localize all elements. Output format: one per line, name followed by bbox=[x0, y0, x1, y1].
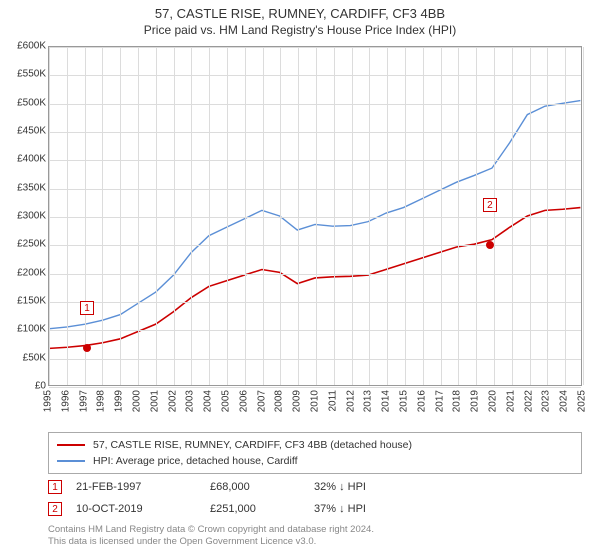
legend-label-1: 57, CASTLE RISE, RUMNEY, CARDIFF, CF3 4B… bbox=[93, 439, 412, 451]
x-tick-label: 2017 bbox=[434, 390, 445, 412]
dp2-date: 10-OCT-2019 bbox=[76, 503, 196, 515]
x-tick-label: 2024 bbox=[559, 390, 570, 412]
x-tick-label: 2018 bbox=[452, 390, 463, 412]
dp2-price: £251,000 bbox=[210, 503, 300, 515]
y-tick-label: £0 bbox=[2, 381, 46, 392]
chart-title-line2: Price paid vs. HM Land Registry's House … bbox=[0, 23, 600, 37]
legend-label-2: HPI: Average price, detached house, Card… bbox=[93, 455, 298, 467]
x-tick-label: 2003 bbox=[185, 390, 196, 412]
x-tick-label: 1997 bbox=[78, 390, 89, 412]
x-tick-label: 2009 bbox=[292, 390, 303, 412]
x-tick-label: 2010 bbox=[310, 390, 321, 412]
chart-legend: 57, CASTLE RISE, RUMNEY, CARDIFF, CF3 4B… bbox=[48, 432, 582, 474]
legend-swatch-1 bbox=[57, 444, 85, 446]
x-tick-label: 2011 bbox=[327, 390, 338, 412]
data-point-rows: 1 21-FEB-1997 £68,000 32% ↓ HPI 2 10-OCT… bbox=[48, 476, 582, 520]
y-tick-label: £200K bbox=[2, 267, 46, 278]
x-tick-label: 2001 bbox=[149, 390, 160, 412]
x-tick-label: 2019 bbox=[470, 390, 481, 412]
marker-badge-2: 2 bbox=[48, 502, 62, 516]
chart-svg bbox=[49, 47, 581, 385]
x-tick-label: 1995 bbox=[43, 390, 54, 412]
x-tick-label: 2014 bbox=[381, 390, 392, 412]
x-tick-label: 2023 bbox=[541, 390, 552, 412]
marker-badge-1: 1 bbox=[48, 480, 62, 494]
x-tick-label: 2020 bbox=[488, 390, 499, 412]
series-line-hpi bbox=[50, 101, 581, 329]
x-tick-label: 2007 bbox=[256, 390, 267, 412]
series-line-price_paid bbox=[50, 208, 581, 349]
attribution-text: Contains HM Land Registry data © Crown c… bbox=[48, 524, 582, 549]
y-tick-label: £250K bbox=[2, 239, 46, 250]
x-tick-label: 2022 bbox=[523, 390, 534, 412]
attribution-line1: Contains HM Land Registry data © Crown c… bbox=[48, 524, 582, 536]
x-tick-label: 2002 bbox=[167, 390, 178, 412]
chart-title-line1: 57, CASTLE RISE, RUMNEY, CARDIFF, CF3 4B… bbox=[0, 6, 600, 21]
y-tick-label: £550K bbox=[2, 69, 46, 80]
x-tick-label: 2004 bbox=[203, 390, 214, 412]
y-tick-label: £150K bbox=[2, 296, 46, 307]
attribution-line2: This data is licensed under the Open Gov… bbox=[48, 536, 582, 548]
x-tick-label: 1999 bbox=[114, 390, 125, 412]
y-tick-label: £500K bbox=[2, 97, 46, 108]
dp1-pct: 32% ↓ HPI bbox=[314, 481, 374, 493]
marker-box-1: 1 bbox=[80, 301, 94, 315]
y-tick-label: £100K bbox=[2, 324, 46, 335]
data-point-row-2: 2 10-OCT-2019 £251,000 37% ↓ HPI bbox=[48, 498, 582, 520]
x-tick-label: 1998 bbox=[96, 390, 107, 412]
y-tick-label: £350K bbox=[2, 182, 46, 193]
dp1-price: £68,000 bbox=[210, 481, 300, 493]
x-tick-label: 2005 bbox=[221, 390, 232, 412]
x-tick-label: 2000 bbox=[132, 390, 143, 412]
x-tick-label: 2016 bbox=[416, 390, 427, 412]
x-tick-label: 2006 bbox=[238, 390, 249, 412]
legend-item-hpi: HPI: Average price, detached house, Card… bbox=[57, 453, 573, 469]
x-tick-label: 2013 bbox=[363, 390, 374, 412]
chart-plot-area: 12 bbox=[48, 46, 582, 386]
x-tick-label: 2021 bbox=[505, 390, 516, 412]
marker-dot-2 bbox=[486, 241, 494, 249]
dp1-date: 21-FEB-1997 bbox=[76, 481, 196, 493]
legend-item-price-paid: 57, CASTLE RISE, RUMNEY, CARDIFF, CF3 4B… bbox=[57, 437, 573, 453]
x-tick-label: 2008 bbox=[274, 390, 285, 412]
x-tick-label: 2015 bbox=[399, 390, 410, 412]
marker-box-2: 2 bbox=[483, 198, 497, 212]
x-tick-label: 1996 bbox=[60, 390, 71, 412]
y-tick-label: £600K bbox=[2, 41, 46, 52]
legend-swatch-2 bbox=[57, 460, 85, 462]
y-tick-label: £50K bbox=[2, 352, 46, 363]
marker-dot-1 bbox=[83, 344, 91, 352]
x-tick-label: 2012 bbox=[345, 390, 356, 412]
y-tick-label: £450K bbox=[2, 126, 46, 137]
y-tick-label: £300K bbox=[2, 211, 46, 222]
data-point-row-1: 1 21-FEB-1997 £68,000 32% ↓ HPI bbox=[48, 476, 582, 498]
dp2-pct: 37% ↓ HPI bbox=[314, 503, 374, 515]
y-tick-label: £400K bbox=[2, 154, 46, 165]
x-tick-label: 2025 bbox=[577, 390, 588, 412]
